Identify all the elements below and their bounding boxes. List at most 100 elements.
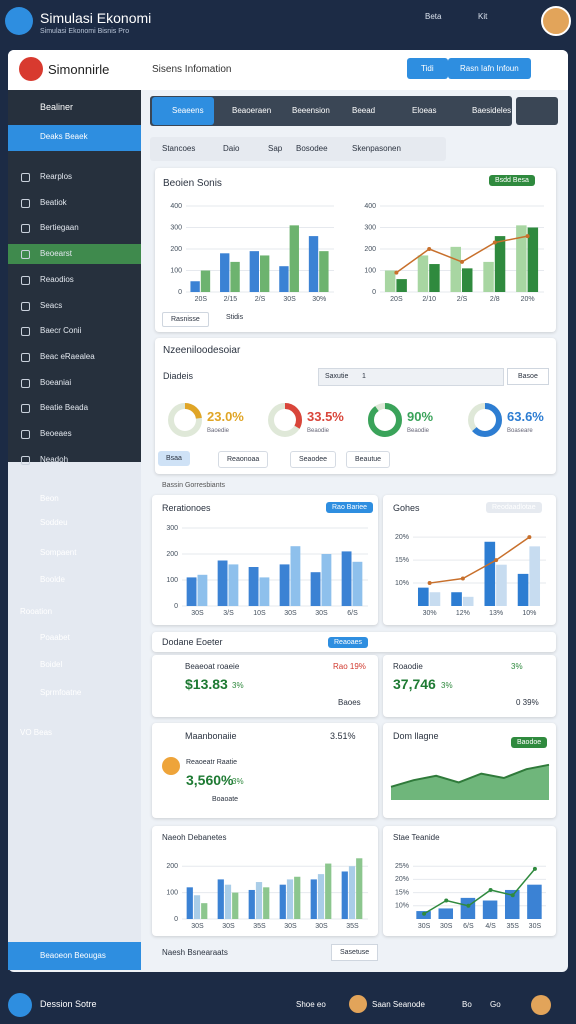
bar [460, 897, 476, 919]
badge[interactable]: Rao Bariee [326, 502, 374, 513]
filter[interactable]: Daio [223, 144, 240, 153]
badge[interactable]: Bsdd Besa [489, 175, 535, 186]
tab[interactable]: Beeension [292, 106, 330, 115]
point [494, 558, 499, 563]
bar [325, 863, 332, 919]
panel-title: Rerationoes [162, 503, 211, 513]
bar [290, 546, 301, 606]
sidebar-item[interactable]: Poaabet [40, 633, 70, 642]
sidebar-item[interactable]: Beoearst [40, 249, 73, 259]
point [460, 259, 464, 264]
y-tick-label: 400 [170, 203, 182, 210]
filter[interactable]: Skenpasonen [352, 144, 401, 153]
button[interactable]: Basoe [507, 368, 549, 385]
sidebar-item[interactable]: VO Beas [20, 728, 53, 737]
bar [249, 251, 259, 292]
y-tick-label: 25% [395, 863, 409, 870]
status-item[interactable]: Saan Seanode [372, 1000, 425, 1009]
tab-active [152, 97, 214, 125]
point [525, 234, 530, 239]
button[interactable]: Beautue [346, 451, 391, 468]
icon [21, 455, 30, 465]
legend-item[interactable]: Stidis [226, 314, 244, 321]
donut [268, 403, 302, 437]
bar [279, 884, 286, 919]
top-link[interactable]: Beta [425, 12, 442, 21]
panel-title: Maanbonaiie [185, 731, 237, 741]
badge[interactable]: Reaoaes [328, 637, 369, 648]
sidebar-item[interactable]: Boeaniai [40, 377, 72, 387]
section-title: Sisens Infomation [152, 64, 232, 75]
sidebar-item[interactable]: Rooation [20, 607, 53, 616]
kpi-sub: Reaoeatr Raatie [186, 759, 237, 766]
sidebar-item[interactable]: Rearplos [40, 172, 73, 181]
tab[interactable]: Beaoeraen [232, 106, 272, 115]
tab[interactable]: Baesideles [472, 106, 512, 115]
top-link[interactable]: Kit [478, 12, 488, 21]
x-tick-label: 35S [346, 923, 359, 930]
sidebar-item[interactable]: Neadoh [40, 454, 69, 464]
sidebar-item[interactable]: Baecr Conii [40, 326, 82, 336]
tab[interactable]: Seaeens [172, 106, 204, 115]
sidebar-item[interactable]: Deaks Beaek [40, 132, 88, 141]
x-tick-label: 30S [315, 923, 328, 930]
legend-item[interactable]: Rasnisse [162, 312, 209, 327]
status-icon[interactable] [8, 993, 32, 1017]
sidebar-active [8, 125, 141, 151]
sidebar-item[interactable]: Beatie Beada [40, 403, 89, 413]
sidebar-item[interactable]: Sompaent [40, 548, 77, 557]
chart: 0 100 200 300 400 20S 2/15 2/S 30S 30% [170, 203, 334, 303]
filter[interactable]: Stancoes [162, 144, 196, 153]
button[interactable]: Tidi [407, 58, 448, 79]
sidebar-selected [8, 244, 141, 265]
point [427, 581, 432, 586]
sidebar-item[interactable]: Reaodios [40, 274, 74, 284]
sidebar-item[interactable]: Sprmfoatne [40, 688, 82, 697]
button[interactable]: Rasn Iafn Infoun [448, 58, 531, 79]
sidebar-item[interactable]: Soddeu [40, 518, 68, 527]
status-item[interactable]: Go [490, 1000, 501, 1009]
tab[interactable]: Beead [352, 106, 376, 115]
sidebar-lower [8, 462, 141, 942]
sidebar-item[interactable]: Beon [40, 494, 59, 503]
tab[interactable]: Eloeas [412, 106, 437, 115]
filter[interactable]: Bosodee [296, 144, 328, 153]
donut-caption: Baoedie [207, 428, 230, 434]
x-tick-label: 6/S [463, 923, 474, 930]
button[interactable]: Seaodee [290, 451, 337, 468]
icon [21, 198, 30, 208]
sidebar-item[interactable]: Boolde [40, 575, 65, 584]
y-tick-label: 300 [364, 224, 376, 231]
status-item[interactable]: Bo [462, 1000, 472, 1009]
badge[interactable]: Reodaadlotae [486, 502, 542, 513]
kpi-title: Beaeoat roaeie [185, 662, 240, 671]
sidebar-item[interactable]: Bertiegaan [40, 223, 79, 233]
point [527, 535, 532, 540]
button[interactable]: Sasetuse [331, 944, 379, 961]
badge[interactable]: Baodoe [511, 737, 548, 748]
status-item[interactable]: Shoe eo [296, 1000, 326, 1009]
bar [484, 541, 496, 606]
bar [341, 551, 352, 606]
bar [384, 270, 396, 292]
button[interactable]: Reaonoaa [218, 451, 269, 468]
sidebar-item[interactable]: Beoeaes [40, 429, 72, 438]
icon [21, 250, 30, 260]
bar [232, 892, 239, 919]
sidebar-item[interactable]: Beatiok [40, 197, 67, 207]
icon [21, 430, 30, 439]
menu-button[interactable] [5, 7, 33, 35]
avatar [541, 6, 571, 36]
filter[interactable]: Sap [268, 144, 283, 153]
bar [319, 251, 329, 292]
donut-caption: Beaodie [407, 428, 430, 434]
x-tick-label: 2/8 [490, 296, 500, 303]
point [492, 240, 497, 245]
sidebar-item[interactable]: Seacs [40, 300, 63, 310]
x-tick-label: 13% [489, 610, 503, 617]
sidebar-footer[interactable] [8, 942, 141, 970]
sidebar-item[interactable]: Boidel [40, 660, 63, 669]
button[interactable]: Bsaa [158, 451, 190, 466]
bar [220, 253, 230, 292]
sidebar-item[interactable]: Beac eRaealea [40, 351, 95, 361]
